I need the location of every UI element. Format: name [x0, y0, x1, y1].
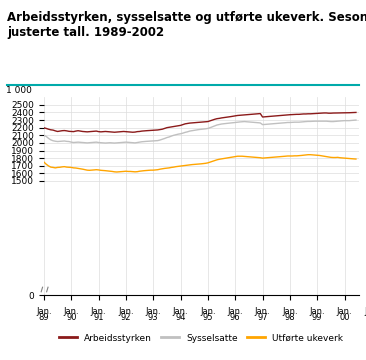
Text: Jan.: Jan.: [145, 307, 161, 316]
Text: 98: 98: [285, 313, 295, 322]
Text: Jan.: Jan.: [63, 307, 79, 316]
Text: Jan.: Jan.: [282, 307, 298, 316]
Text: Jan.: Jan.: [36, 307, 52, 316]
Text: Jan.: Jan.: [337, 307, 352, 316]
Text: Jan.: Jan.: [364, 307, 366, 316]
Legend: Arbeidsstyrken, Sysselsatte, Utførte ukeverk: Arbeidsstyrken, Sysselsatte, Utførte uke…: [56, 330, 347, 346]
Text: 92: 92: [121, 313, 131, 322]
Text: Jan.: Jan.: [200, 307, 216, 316]
Text: 1 000: 1 000: [6, 86, 32, 95]
Text: 96: 96: [230, 313, 240, 322]
Text: Jan.: Jan.: [118, 307, 134, 316]
Text: Jan.: Jan.: [227, 307, 243, 316]
Text: 00: 00: [339, 313, 350, 322]
Text: 93: 93: [148, 313, 158, 322]
Text: 89: 89: [38, 313, 49, 322]
Text: Jan.: Jan.: [255, 307, 270, 316]
Text: Arbeidsstyrken, sysselsatte og utførte ukeverk. Sesong-
justerte tall. 1989-2002: Arbeidsstyrken, sysselsatte og utførte u…: [7, 11, 366, 39]
Text: Jan.: Jan.: [91, 307, 107, 316]
Text: Jan.: Jan.: [309, 307, 325, 316]
Text: 90: 90: [66, 313, 76, 322]
Text: 95: 95: [203, 313, 213, 322]
Text: 99: 99: [312, 313, 322, 322]
Text: 97: 97: [257, 313, 268, 322]
Text: 94: 94: [175, 313, 186, 322]
Text: 91: 91: [93, 313, 104, 322]
Text: Jan.: Jan.: [173, 307, 188, 316]
